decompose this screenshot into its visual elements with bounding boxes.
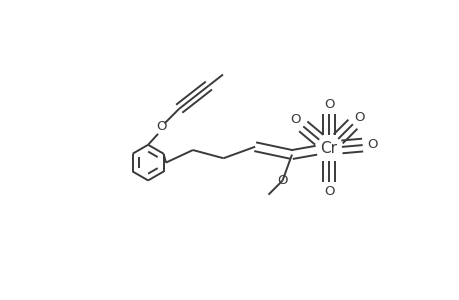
- Text: O: O: [354, 111, 364, 124]
- Text: O: O: [323, 98, 334, 111]
- Text: O: O: [323, 185, 334, 198]
- Text: O: O: [366, 138, 377, 151]
- Text: O: O: [277, 174, 287, 187]
- Text: Cr: Cr: [320, 140, 337, 155]
- Text: O: O: [156, 120, 166, 134]
- Text: O: O: [290, 113, 300, 127]
